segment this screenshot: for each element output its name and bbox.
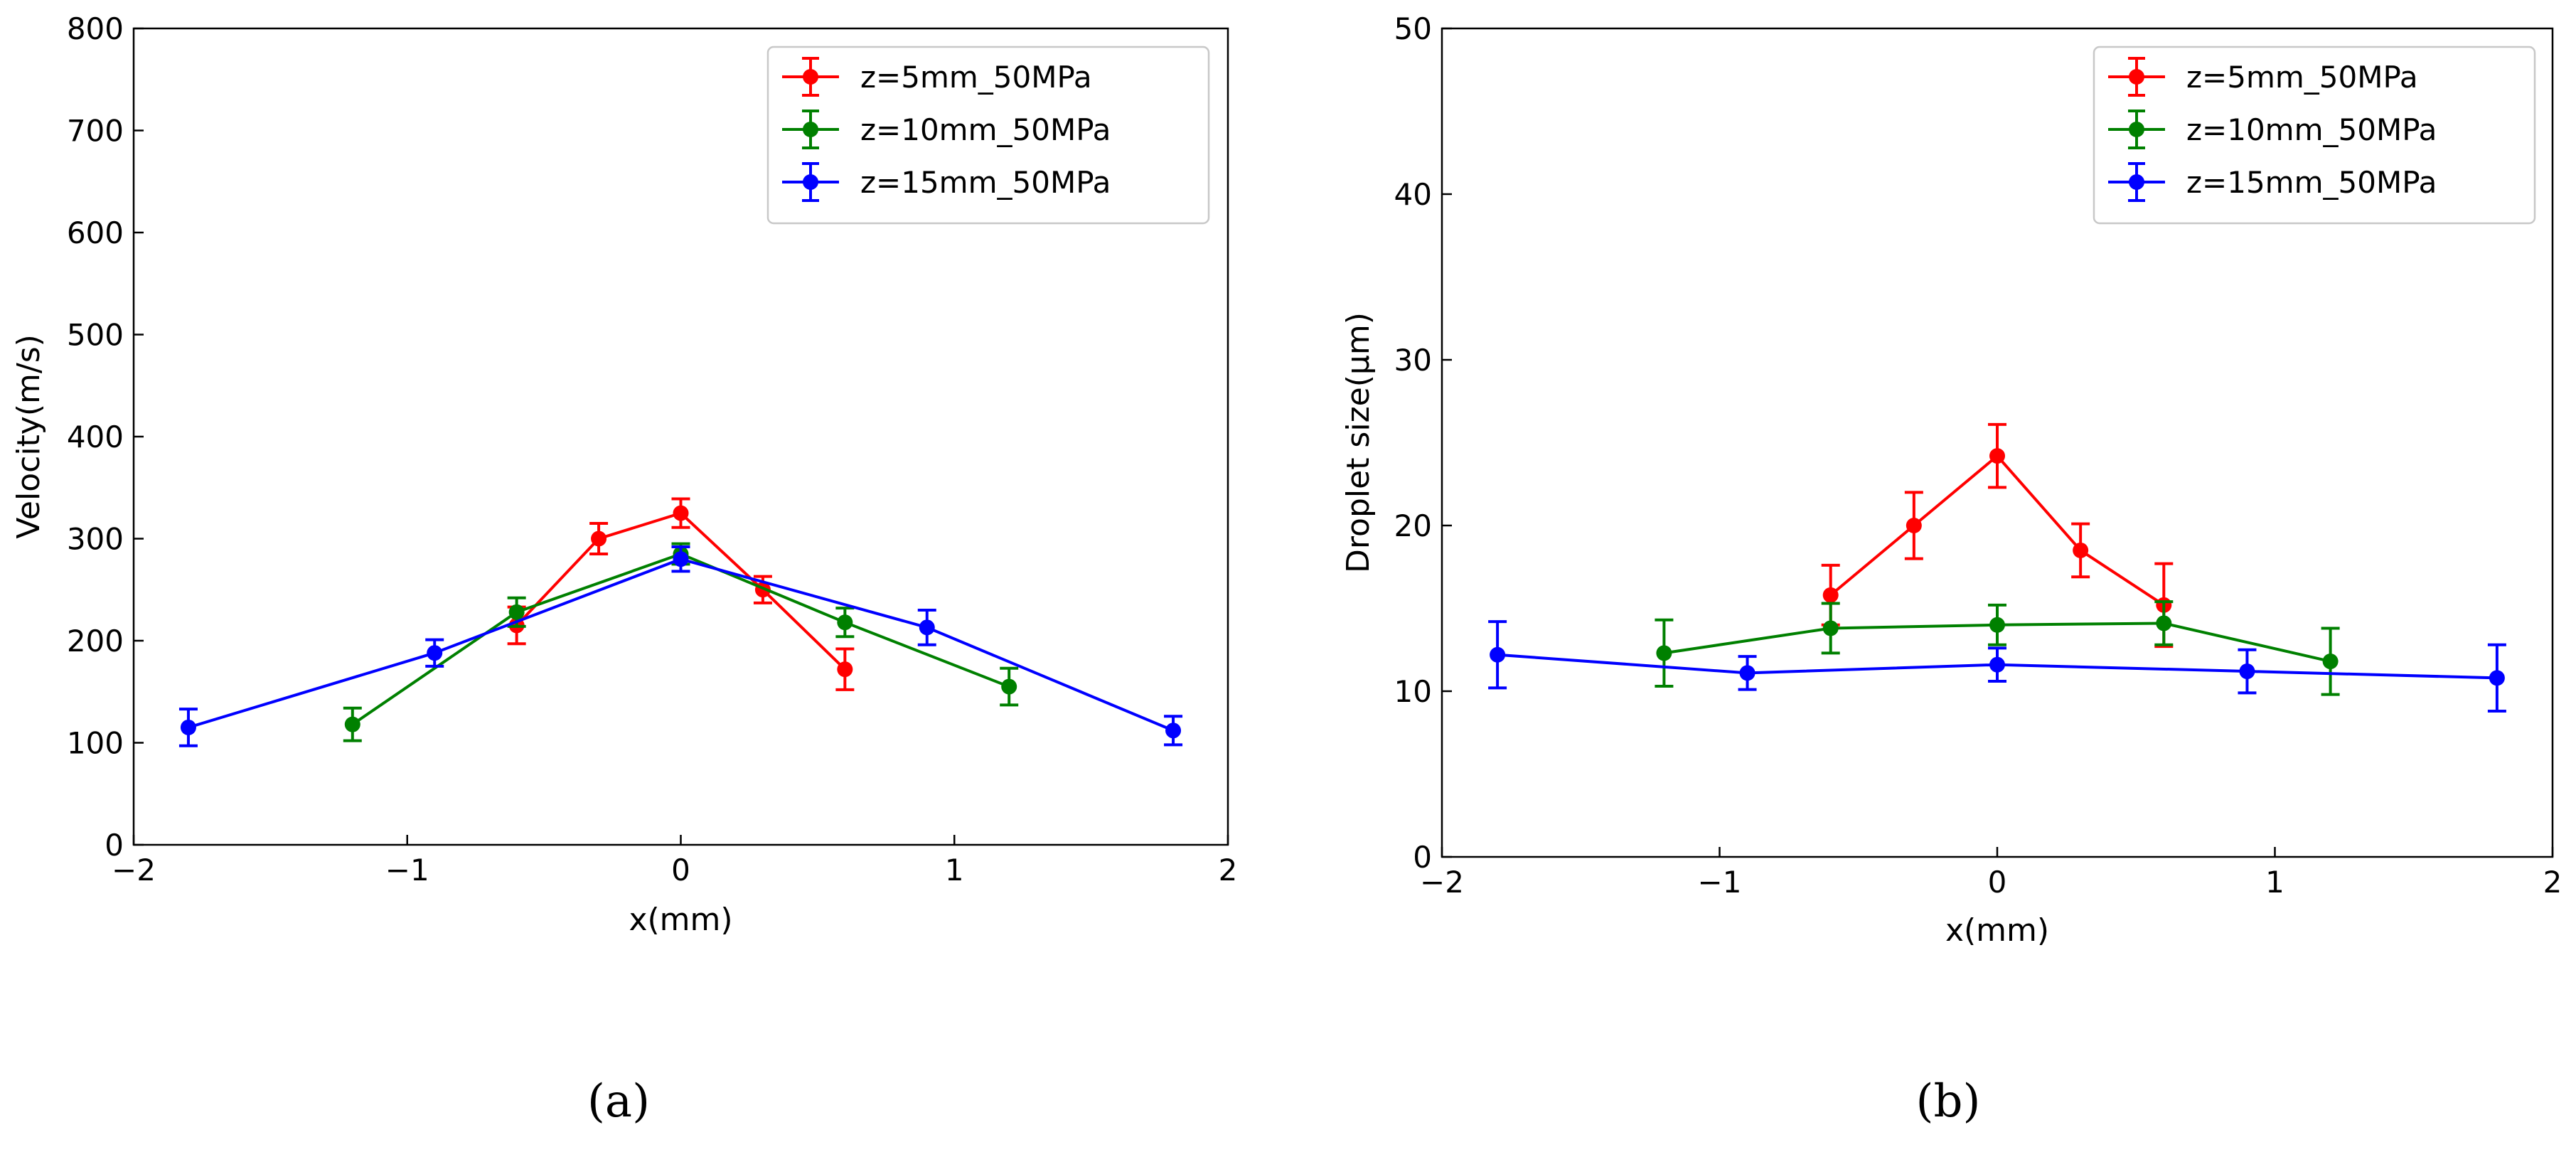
data-point <box>180 719 196 735</box>
data-point <box>2489 670 2505 686</box>
data-point <box>673 551 689 567</box>
y-tick-label: 40 <box>1394 177 1432 212</box>
data-point <box>919 619 935 636</box>
data-point <box>1739 665 1755 681</box>
y-tick-label: 0 <box>1413 840 1432 875</box>
legend: z=5mm_50MPa z=10mm_50MPa z=15mm_50MPa <box>766 46 1210 225</box>
y-tick-label: 20 <box>1394 508 1432 543</box>
data-point <box>1165 722 1182 739</box>
y-tick-label: 50 <box>1394 11 1432 46</box>
y-tick-label: 200 <box>67 624 124 658</box>
y-tick-label: 700 <box>67 114 124 149</box>
chart-panel-a: −2 −1 0 1 2 0 100 200 300 400 500 600 700 800 x(mm) Vel… <box>11 11 1237 1128</box>
legend-marker <box>803 69 818 85</box>
series-line <box>351 552 1010 726</box>
legend-marker <box>2129 174 2144 190</box>
y-tick-label: 800 <box>67 11 124 46</box>
y-tick-label: 400 <box>67 420 124 454</box>
data-point <box>837 614 853 631</box>
data-point <box>1906 518 1922 533</box>
data-point <box>2073 542 2089 558</box>
x-tick-label: −2 <box>112 853 156 887</box>
legend-label: z=15mm_50MPa <box>2186 165 2437 200</box>
data-point <box>344 716 360 732</box>
data-point <box>673 505 689 521</box>
x-tick-label: 2 <box>1219 853 1238 887</box>
legend-label: z=5mm_50MPa <box>2186 60 2418 95</box>
x-tick-label: 1 <box>945 853 964 887</box>
series-2 <box>178 545 1183 747</box>
y-tick-label: 500 <box>67 318 124 353</box>
legend-box <box>2093 46 2536 225</box>
legend-marker <box>2129 122 2144 137</box>
data-point <box>1656 645 1672 661</box>
data-point <box>427 645 443 661</box>
data-point <box>837 661 853 678</box>
legend-box <box>766 46 1210 225</box>
data-point <box>1822 620 1839 636</box>
legend-marker <box>2129 69 2144 85</box>
x-tick-label: −2 <box>1420 865 1464 900</box>
data-point <box>1001 678 1017 695</box>
x-tick-label: 1 <box>2265 865 2284 900</box>
y-tick-label: 0 <box>105 828 124 863</box>
x-axis-label: x(mm) <box>1945 912 2049 949</box>
x-axis-label: x(mm) <box>629 902 732 938</box>
series-2 <box>1488 620 2506 713</box>
x-tick-label: −1 <box>1698 865 1742 900</box>
y-tick-label: 10 <box>1394 674 1432 709</box>
data-point <box>591 530 607 547</box>
panel-caption: (b) <box>1916 1075 1981 1128</box>
legend-label: z=5mm_50MPa <box>860 60 1092 95</box>
data-point <box>1822 587 1839 603</box>
series-1 <box>343 542 1019 742</box>
legend-label: z=10mm_50MPa <box>2186 112 2437 147</box>
series-line <box>188 558 1174 732</box>
panel-caption: (a) <box>587 1075 650 1128</box>
data-point <box>508 604 525 620</box>
x-tick-label: 2 <box>2543 865 2562 900</box>
y-axis-label: Velocity(m/s) <box>11 334 47 539</box>
data-point <box>1490 646 1506 663</box>
y-tick-label: 100 <box>67 726 124 761</box>
y-axis-label: Droplet size(μm) <box>1340 312 1377 573</box>
y-tick-label: 600 <box>67 215 124 250</box>
legend-marker <box>803 174 818 190</box>
x-tick-label: 0 <box>1988 865 2007 900</box>
x-tick-label: −1 <box>385 853 429 887</box>
legend-marker <box>803 122 818 137</box>
legend-label: z=10mm_50MPa <box>860 112 1111 147</box>
data-point <box>1989 617 2005 633</box>
y-tick-label: 30 <box>1394 343 1432 378</box>
data-point <box>2322 654 2339 670</box>
series-0 <box>507 497 855 691</box>
legend-label: z=15mm_50MPa <box>860 165 1111 200</box>
series-1 <box>1655 600 2340 696</box>
data-point <box>2239 663 2255 680</box>
data-point <box>1989 448 2005 464</box>
y-tick-label: 300 <box>67 522 124 557</box>
x-tick-label: 0 <box>671 853 690 887</box>
data-point <box>1989 656 2005 673</box>
data-point <box>2156 615 2172 631</box>
legend: z=5mm_50MPa z=10mm_50MPa z=15mm_50MPa <box>2093 46 2536 225</box>
